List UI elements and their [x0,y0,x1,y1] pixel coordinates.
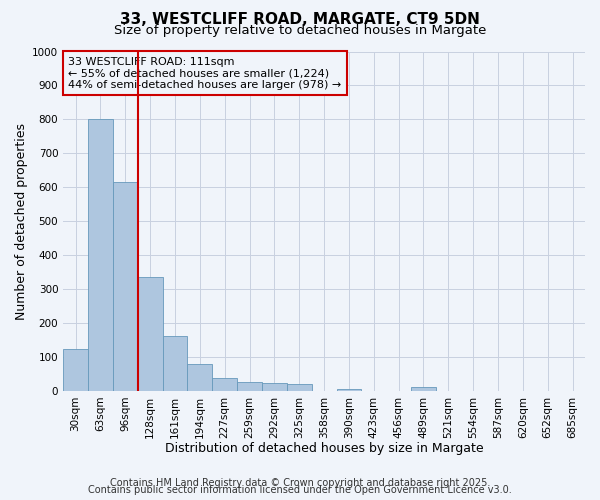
Bar [88,120,113,391]
Text: 33, WESTCLIFF ROAD, MARGATE, CT9 5DN: 33, WESTCLIFF ROAD, MARGATE, CT9 5DN [120,12,480,28]
Bar [262,384,287,391]
Bar [63,350,88,391]
Bar [138,277,163,391]
Bar [237,382,262,391]
Bar [411,388,436,391]
Bar [212,378,237,391]
Bar [337,389,361,391]
Y-axis label: Number of detached properties: Number of detached properties [15,122,28,320]
Bar [113,182,138,391]
X-axis label: Distribution of detached houses by size in Margate: Distribution of detached houses by size … [165,442,484,455]
Text: Contains public sector information licensed under the Open Government Licence v3: Contains public sector information licen… [88,485,512,495]
Text: Size of property relative to detached houses in Margate: Size of property relative to detached ho… [114,24,486,37]
Bar [187,364,212,391]
Text: Contains HM Land Registry data © Crown copyright and database right 2025.: Contains HM Land Registry data © Crown c… [110,478,490,488]
Bar [163,336,187,391]
Bar [287,384,311,391]
Text: 33 WESTCLIFF ROAD: 111sqm
← 55% of detached houses are smaller (1,224)
44% of se: 33 WESTCLIFF ROAD: 111sqm ← 55% of detac… [68,56,341,90]
